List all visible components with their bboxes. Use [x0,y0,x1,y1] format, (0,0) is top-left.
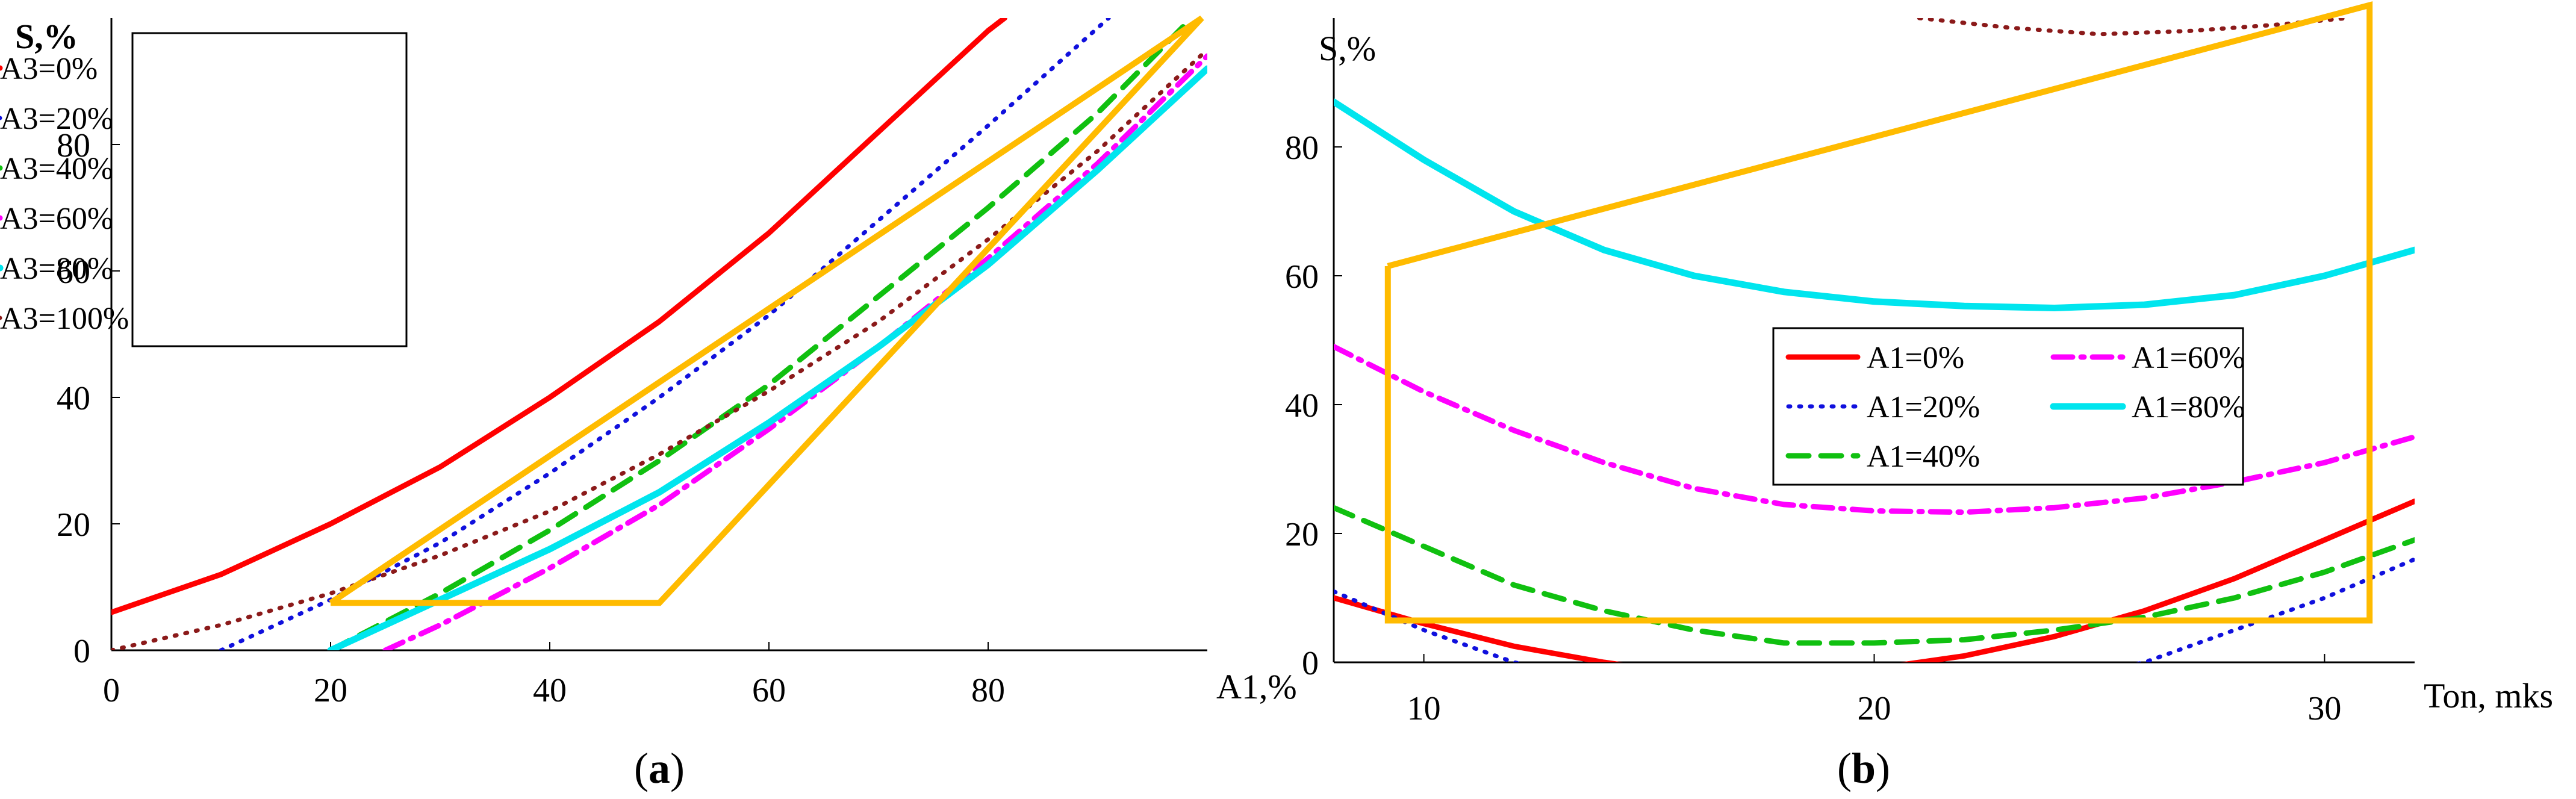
y-tick-label: 20 [1285,516,1319,553]
y-axis-label: S,% [15,17,78,56]
series-line-a3-60- [382,53,1207,650]
highlight-region-outline [329,15,1204,606]
legend-label: A3=40% [0,152,113,186]
series-line-a3-40- [328,22,1189,650]
legend-box [131,32,408,347]
y-tick-label: 0 [73,633,90,670]
x-axis-label: A1,% [1216,667,1297,706]
y-tick-label: 60 [1285,258,1319,296]
y-tick-label: 0 [1302,645,1319,682]
legend-label: A3=100% [0,302,129,336]
y-axis-label: S,% [1319,29,1376,68]
y-tick-label: 20 [57,506,90,544]
series-line-a3-0- [111,18,1007,615]
legend-label: A3=60% [0,202,113,236]
x-tick-label: 20 [314,672,347,709]
panel-caption: (b) [1837,744,1890,792]
series-line-a1-40- [1334,505,2415,646]
x-tick-label: 80 [971,672,1005,709]
highlight-region-outline [1384,1,2373,624]
legend-label: A3=0% [0,52,98,86]
panel-caption: (a) [634,744,685,792]
legend-label: A3=20% [0,102,113,136]
series-line-a1-0- [1334,499,2415,662]
series-line-a1-20- [1334,557,2415,662]
series-line-a3-100- [111,48,1207,650]
x-tick-label: 40 [533,672,567,709]
y-tick-label: 40 [1285,387,1319,424]
y-tick-label: 60 [57,253,90,291]
series-line-a1-80- [1334,98,2415,311]
legend-label: A1=60% [2132,341,2245,375]
legend-label: A1=0% [1867,341,1964,375]
series-line-a3-80- [327,65,1207,650]
legend-label: A1=20% [1867,390,1980,424]
x-axis-label: Ton, mks [2424,676,2553,715]
y-tick-label: 80 [57,127,90,164]
series-line-unlabeled-5 [1917,18,2350,37]
legend-label: A3=80% [0,252,113,286]
legend-label: A1=80% [2132,390,2245,424]
x-tick-label: 60 [752,672,786,709]
chart-panel-a: 0 20 40 60 80 0 20 40 60 80 S,% A1,% A3=0% A3=20% A3=4… [0,15,1297,792]
x-tick-label: 20 [1858,690,1891,727]
x-tick-label: 10 [1407,690,1441,727]
y-tick-label: 80 [1285,129,1319,167]
y-tick-label: 40 [57,380,90,417]
chart-panel-b: 0 20 40 60 80 10 20 30 S,% Ton, mks A1=0% A1=20% A1=… [1285,1,2553,792]
x-tick-label: 30 [2307,690,2341,727]
x-tick-label: 0 [103,672,120,709]
legend-label: A1=40% [1867,440,1980,474]
